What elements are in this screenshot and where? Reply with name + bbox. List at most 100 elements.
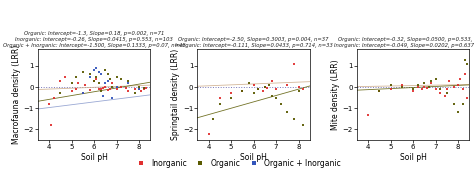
- Point: [228, 96, 235, 99]
- Point: [238, 90, 246, 93]
- Point: [295, 86, 302, 89]
- Point: [250, 92, 257, 95]
- Point: [375, 90, 383, 93]
- Point: [101, 86, 109, 89]
- Point: [459, 88, 466, 91]
- Point: [299, 124, 307, 127]
- Point: [283, 111, 291, 114]
- Point: [79, 92, 87, 95]
- Point: [216, 103, 224, 105]
- Point: [68, 90, 75, 93]
- Point: [461, 73, 469, 76]
- Point: [414, 84, 421, 86]
- Point: [456, 77, 464, 80]
- Point: [86, 89, 93, 92]
- Point: [272, 88, 280, 91]
- Point: [135, 88, 143, 91]
- Point: [142, 87, 149, 90]
- Y-axis label: Springtail density (LRR): Springtail density (LRR): [171, 49, 180, 140]
- Point: [420, 86, 428, 89]
- Point: [68, 81, 75, 84]
- Point: [95, 81, 102, 84]
- Point: [61, 75, 69, 78]
- Point: [216, 96, 224, 99]
- Point: [86, 75, 93, 78]
- Point: [79, 71, 87, 74]
- Point: [106, 77, 114, 80]
- Point: [450, 103, 457, 105]
- Point: [86, 73, 93, 76]
- Point: [375, 90, 383, 93]
- Point: [450, 86, 457, 89]
- Point: [423, 87, 430, 90]
- Point: [104, 73, 111, 76]
- Point: [265, 84, 273, 86]
- Text: Organic: Intercept=-1.3, Slope=0.18, p=0.002, n=71
Inorganic: Intercept=-0.26, S: Organic: Intercept=-1.3, Slope=0.18, p=0…: [3, 32, 185, 48]
- Point: [432, 77, 439, 80]
- Point: [113, 86, 120, 89]
- Point: [261, 86, 269, 89]
- Point: [97, 90, 105, 93]
- Point: [205, 132, 212, 135]
- Point: [124, 90, 132, 93]
- Point: [113, 75, 120, 78]
- Point: [56, 92, 64, 95]
- Point: [445, 79, 453, 82]
- Point: [79, 92, 87, 95]
- Point: [117, 86, 125, 89]
- Point: [461, 58, 469, 61]
- Point: [92, 77, 100, 80]
- Point: [268, 94, 275, 97]
- Point: [414, 86, 421, 89]
- Point: [365, 113, 372, 116]
- Point: [135, 86, 143, 89]
- Point: [443, 92, 451, 95]
- Point: [90, 79, 98, 82]
- Point: [210, 117, 217, 120]
- Point: [254, 88, 262, 91]
- Point: [398, 86, 406, 89]
- Point: [436, 88, 444, 91]
- Point: [272, 96, 280, 99]
- Point: [90, 69, 98, 72]
- Point: [299, 88, 307, 91]
- Point: [131, 88, 138, 91]
- Y-axis label: Macrofauna density (LRR): Macrofauna density (LRR): [11, 45, 20, 144]
- Point: [108, 96, 116, 99]
- Point: [398, 84, 406, 86]
- X-axis label: Soil pH: Soil pH: [240, 153, 267, 162]
- Point: [97, 73, 105, 76]
- Point: [140, 88, 147, 91]
- Point: [427, 79, 435, 82]
- Point: [108, 86, 116, 89]
- Point: [295, 90, 302, 93]
- Point: [104, 89, 111, 92]
- Point: [387, 88, 394, 91]
- Point: [238, 90, 246, 93]
- Point: [137, 90, 145, 93]
- Point: [104, 79, 111, 82]
- Point: [95, 88, 102, 91]
- Point: [246, 81, 253, 84]
- Point: [56, 79, 64, 82]
- Point: [425, 86, 433, 89]
- Point: [263, 87, 271, 90]
- Point: [135, 88, 143, 91]
- Point: [73, 88, 80, 91]
- Point: [92, 67, 100, 69]
- Point: [74, 81, 82, 84]
- Point: [101, 81, 109, 84]
- Point: [82, 84, 89, 86]
- Point: [459, 103, 466, 105]
- Point: [108, 81, 116, 84]
- Point: [454, 84, 462, 86]
- Point: [92, 75, 100, 78]
- Point: [261, 86, 269, 89]
- Point: [101, 69, 109, 72]
- Point: [90, 79, 98, 82]
- Point: [131, 92, 138, 95]
- Point: [410, 90, 417, 93]
- Point: [436, 92, 444, 95]
- Point: [418, 88, 426, 91]
- Point: [117, 77, 125, 80]
